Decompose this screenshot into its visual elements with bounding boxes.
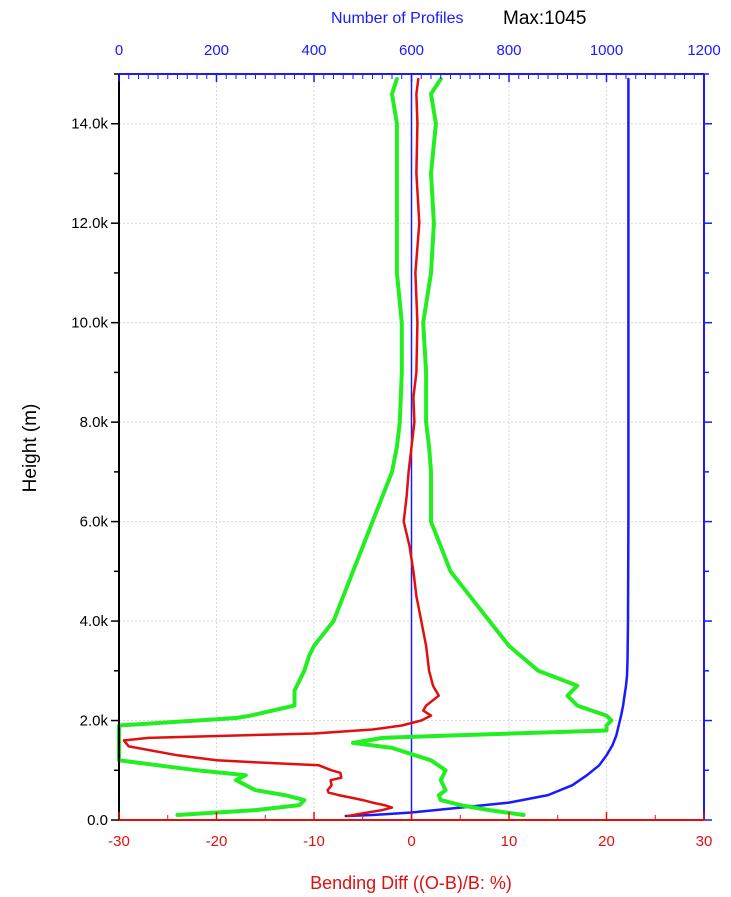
series-line-1 [344,77,630,818]
top-tick-label: 600 [399,42,424,59]
y-tick-label: 6.0k [80,514,109,531]
top-tick-label: 800 [496,42,521,59]
axis-labels: Number of Profiles Max:1045 Height (m) B… [20,8,586,893]
bottom-tick-label: -10 [303,833,325,850]
y-tick-label: 0.0 [87,812,108,829]
top-tick-label: 1200 [687,42,720,59]
y-tick-label: 8.0k [80,414,109,431]
series-layer [117,74,630,820]
bottom-tick-label: -20 [206,833,228,850]
bottom-tick-label: 0 [407,833,415,850]
top-tick-label: 0 [115,42,123,59]
top-axis-title: Number of Profiles [331,10,464,27]
y-axis-title: Height (m) [20,404,41,493]
top-tick-label: 200 [204,42,229,59]
y-tick-label: 12.0k [71,215,108,232]
series-line-2 [122,77,441,818]
top-tick-label: 1000 [590,42,623,59]
top-tick-label: 400 [301,42,326,59]
y-tick-label: 4.0k [80,613,109,630]
bottom-tick-label: 10 [501,833,518,850]
bottom-tick-label: 30 [696,833,713,850]
y-tick-label: 10.0k [71,315,108,332]
series-line-4 [351,77,614,817]
bottom-tick-label: -30 [108,833,130,850]
axes: 0 200 400 600 800 1000 1200 -30 -20 -10 0 10 20 30 0.0… [71,42,720,850]
bottom-tick-label: 20 [598,833,615,850]
y-tick-label: 14.0k [71,116,108,133]
bottom-axis-title: Bending Diff ((O-B)/B: %) [310,873,512,893]
max-annotation: Max:1045 [503,8,586,29]
y-tick-label: 2.0k [80,713,109,730]
series-line-3 [117,77,404,817]
